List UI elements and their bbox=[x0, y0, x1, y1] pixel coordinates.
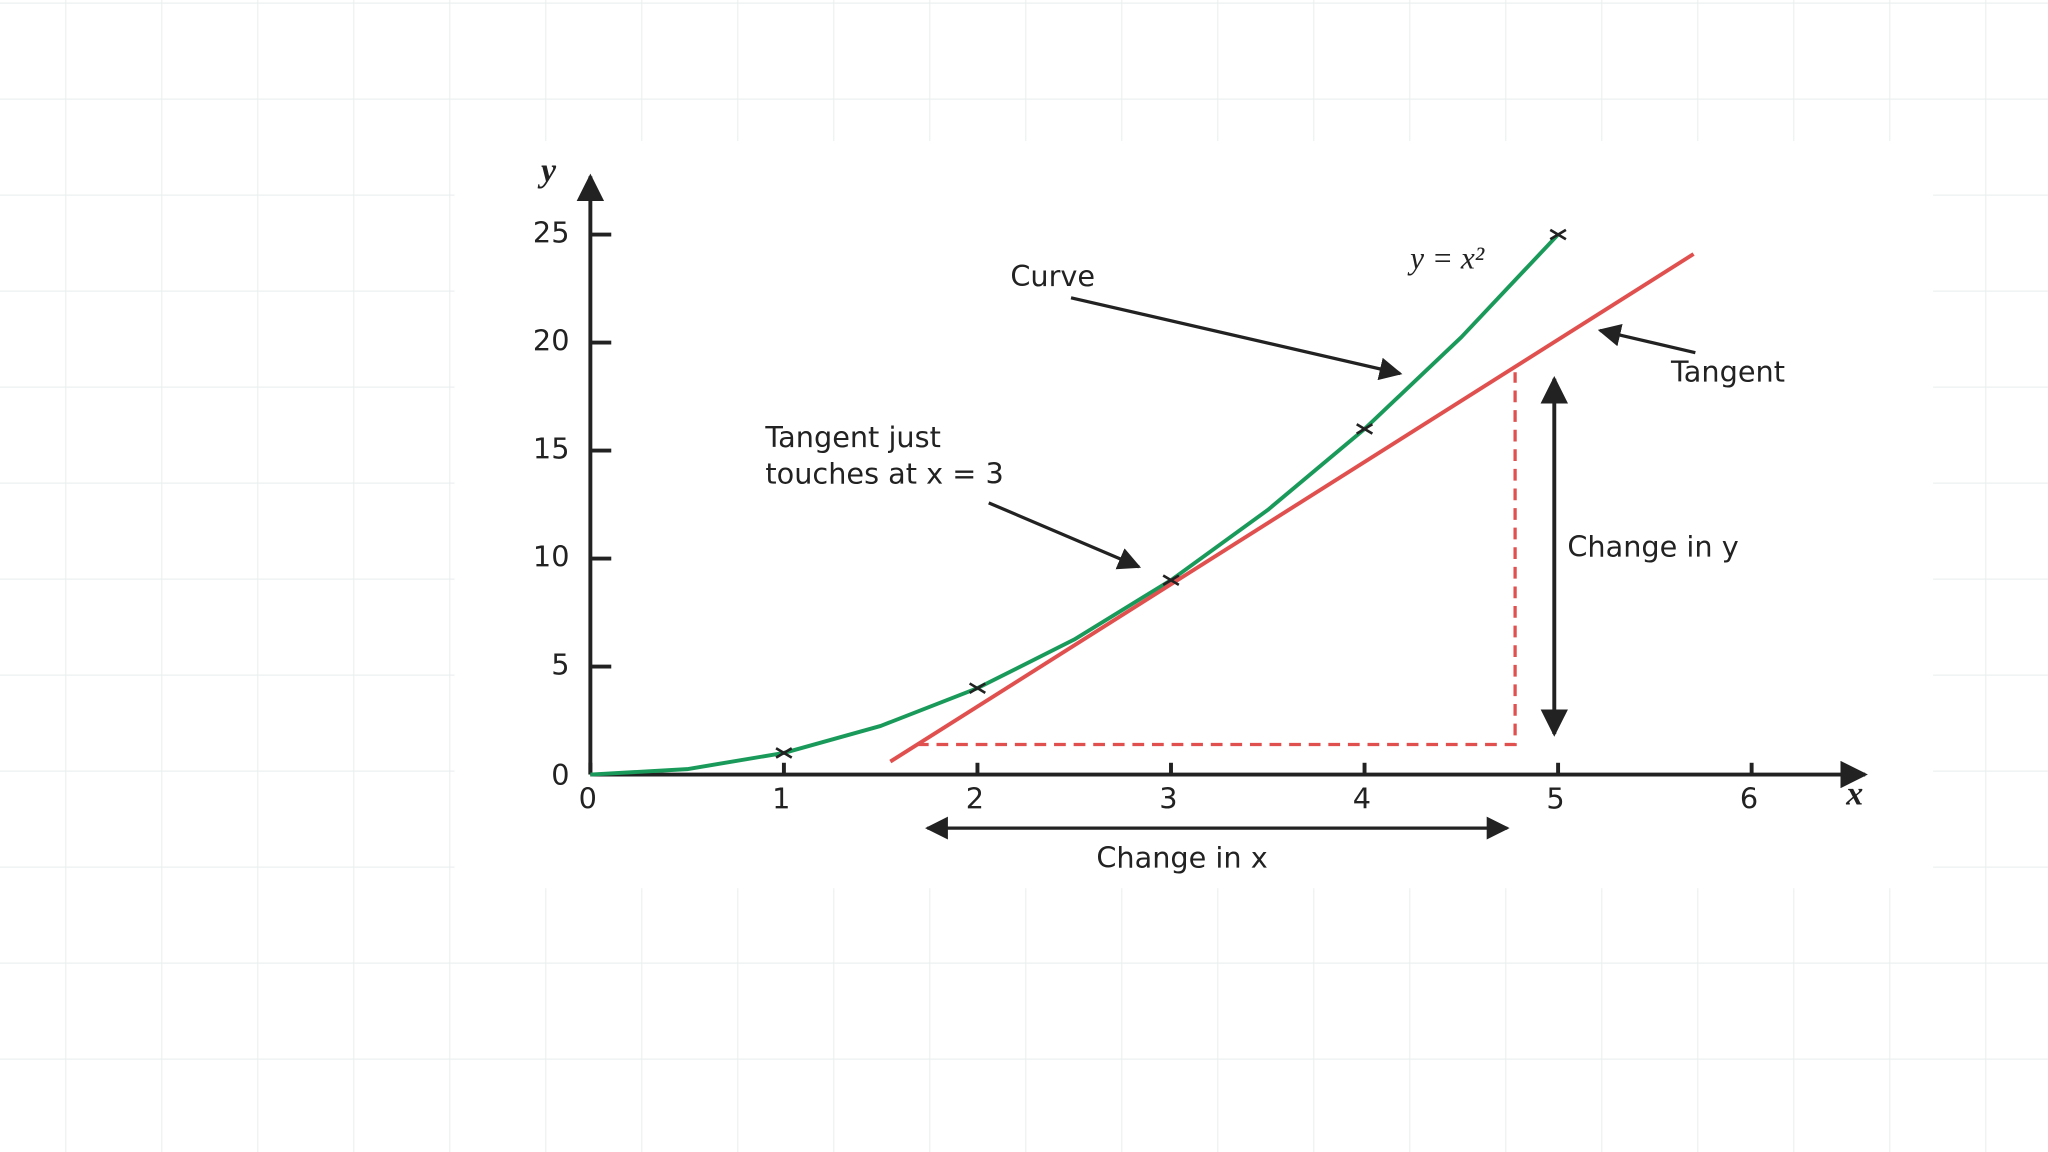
tangent-label: Tangent bbox=[1670, 355, 1785, 389]
point-marker bbox=[1356, 423, 1374, 435]
x-tick-label: 4 bbox=[1353, 782, 1371, 816]
y-tick-label: 0 bbox=[551, 758, 569, 792]
curve-arrow bbox=[1070, 296, 1403, 381]
point-marker bbox=[775, 747, 793, 759]
tangent-note-line: touches at x = 3 bbox=[765, 456, 1003, 490]
x-tick-label: 2 bbox=[966, 782, 984, 816]
x-tick-label: 0 bbox=[579, 782, 597, 816]
y-tick-label: 5 bbox=[551, 648, 569, 682]
change-y-label: Change in y bbox=[1567, 530, 1738, 564]
y-tick-label: 20 bbox=[533, 324, 570, 358]
y-tick-label: 10 bbox=[533, 540, 570, 574]
series-line bbox=[590, 233, 1560, 777]
series-line bbox=[889, 252, 1695, 764]
y-tick-label: 25 bbox=[533, 216, 570, 250]
x-axis-label: x bbox=[1845, 776, 1863, 813]
x-tick-label: 1 bbox=[772, 782, 790, 816]
x-tick-label: 5 bbox=[1546, 782, 1564, 816]
change-guide bbox=[916, 372, 1517, 747]
point-marker bbox=[1549, 228, 1567, 241]
point-marker bbox=[968, 682, 986, 694]
point-marker bbox=[1162, 574, 1180, 586]
x-tick-label: 3 bbox=[1159, 782, 1177, 816]
touch-arrow bbox=[988, 501, 1142, 570]
plot: y x Curve y = x² Tangent Tangent just to… bbox=[533, 153, 1868, 874]
x-tick-label: 6 bbox=[1740, 782, 1758, 816]
curve-equation: y = x² bbox=[1407, 240, 1485, 275]
tangent-note-line: Tangent just bbox=[764, 420, 940, 454]
change-x-label: Change in x bbox=[1096, 840, 1267, 874]
figure-panel bbox=[454, 141, 1934, 889]
y-axis-label: y bbox=[537, 153, 557, 190]
curve-label: Curve bbox=[1010, 259, 1095, 293]
tangent-arrow bbox=[1597, 323, 1696, 355]
y-tick-label: 15 bbox=[533, 432, 570, 466]
